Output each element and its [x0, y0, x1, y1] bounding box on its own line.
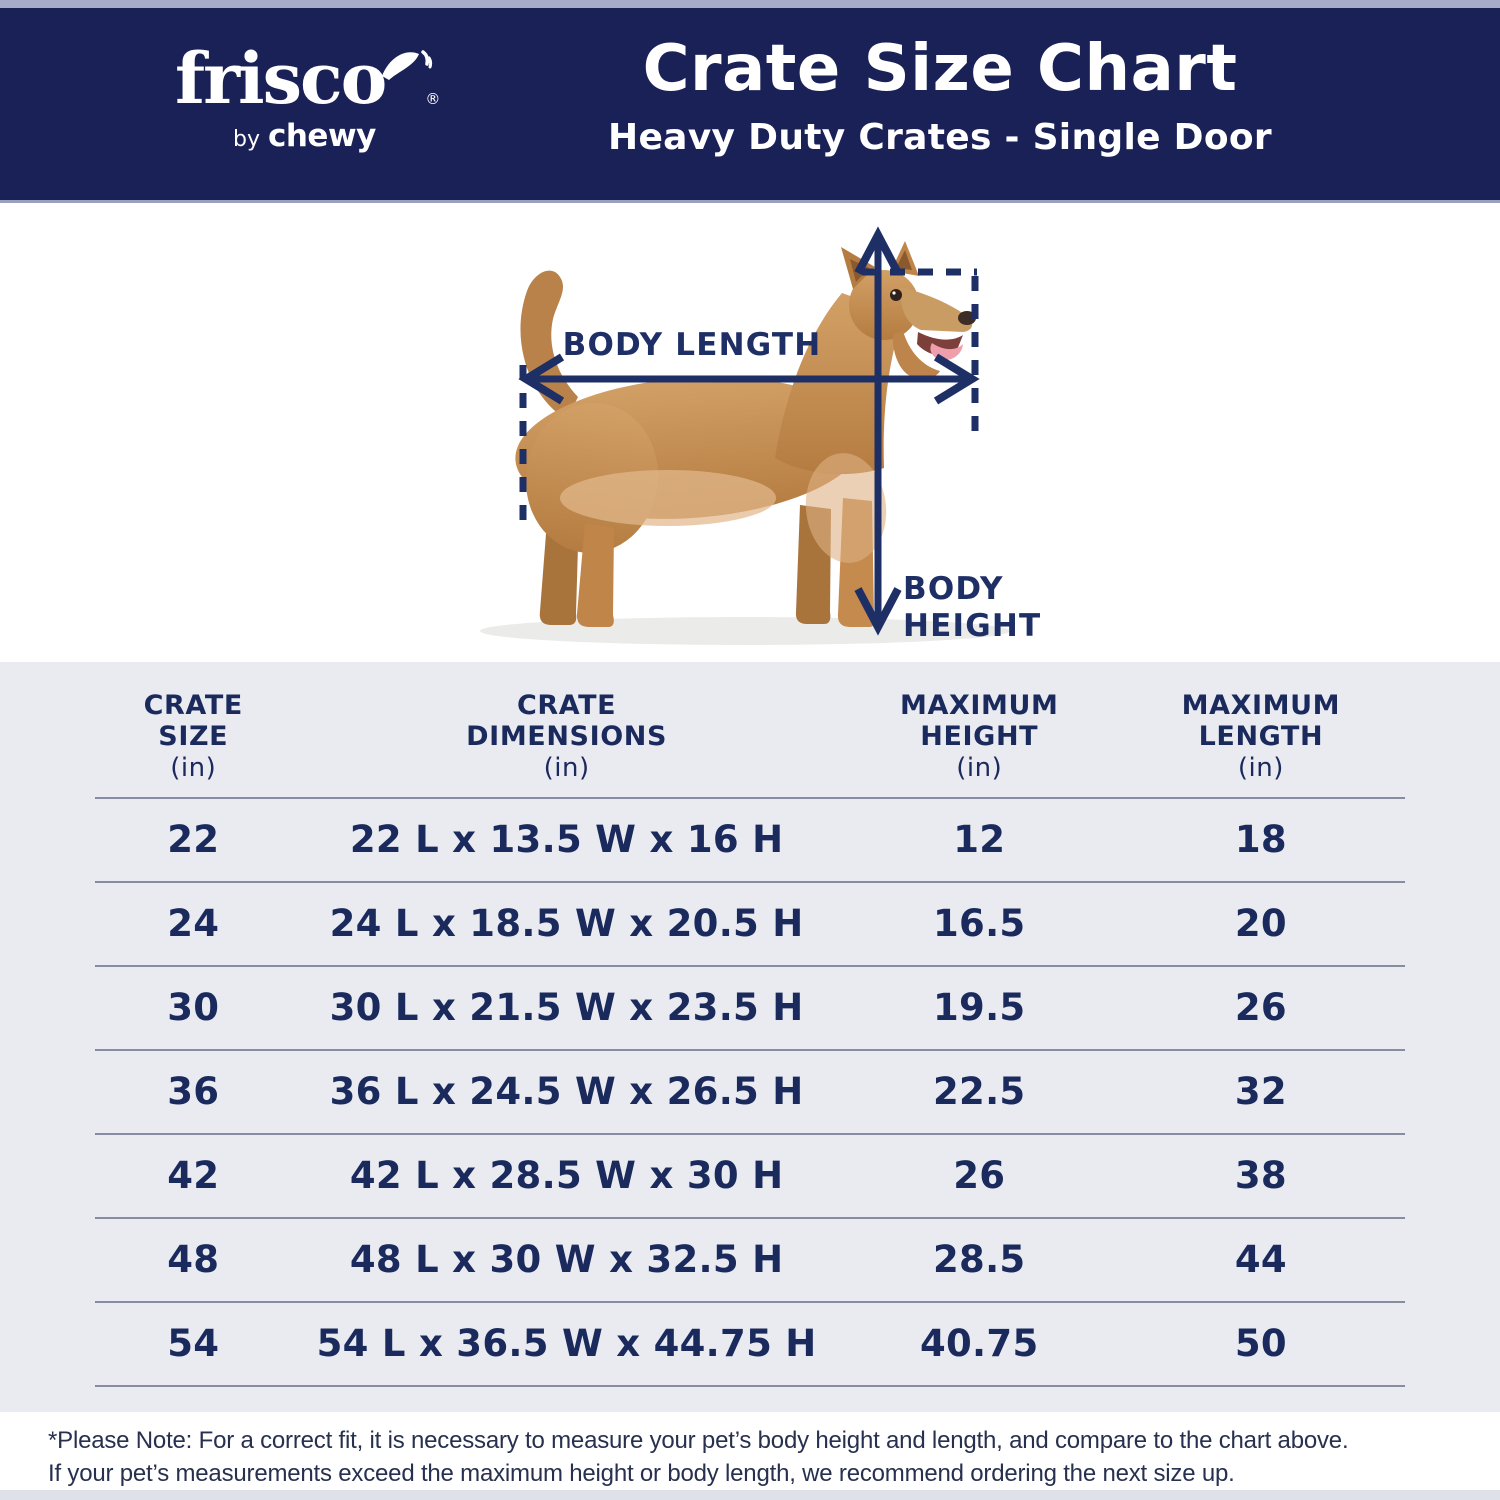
size-table: CRATE SIZE (in) CRATE DIMENSIONS (in) MA…	[0, 662, 1500, 1412]
logo-byline: by chewy	[175, 118, 440, 154]
footer-note: *Please Note: For a correct fit, it is n…	[0, 1412, 1500, 1490]
maximum-height-value: 28.5	[932, 1238, 1026, 1282]
maximum-length-value: 18	[1234, 818, 1287, 862]
body-height-label: BODY HEIGHT	[903, 571, 1041, 644]
body-length-label: BODY LENGTH	[562, 327, 822, 363]
table-row: 36 36 L x 24.5 W x 26.5 H 22.5 32	[95, 1051, 1405, 1135]
dog-eye-highlight	[892, 291, 896, 295]
crate-dimensions-value: 42 L x 28.5 W x 30 H	[349, 1154, 784, 1198]
maximum-height-value: 22.5	[932, 1070, 1026, 1114]
maximum-length-value: 50	[1234, 1322, 1287, 1366]
maximum-height-value: 40.75	[919, 1322, 1039, 1366]
table-row: 30 30 L x 21.5 W x 23.5 H 19.5 26	[95, 967, 1405, 1051]
maximum-height-value: 16.5	[932, 902, 1026, 946]
crate-dimensions-value: 22 L x 13.5 W x 16 H	[349, 818, 784, 862]
table-row: 22 22 L x 13.5 W x 16 H 12 18	[95, 799, 1405, 883]
maximum-length-value: 26	[1234, 986, 1287, 1030]
dog-near-hind-leg	[576, 523, 614, 627]
maximum-length-value: 32	[1234, 1070, 1287, 1114]
logo-tail-swoosh-icon	[382, 50, 433, 80]
frisco-logo-text: frisco	[175, 37, 387, 120]
maximum-height-value: 12	[953, 818, 1006, 862]
column-header-maximum-length: MAXIMUM LENGTH (in)	[1181, 690, 1341, 783]
crate-size-value: 24	[167, 902, 220, 946]
crate-dimensions-value: 54 L x 36.5 W x 44.75 H	[316, 1322, 817, 1366]
body-height-arrowhead-top	[854, 226, 902, 275]
top-border-strip	[0, 0, 1500, 8]
header-titles: Crate Size Chart Heavy Duty Crates - Sin…	[545, 8, 1335, 158]
table-row: 24 24 L x 18.5 W x 20.5 H 16.5 20	[95, 883, 1405, 967]
registered-mark: ®	[425, 90, 441, 108]
maximum-length-value: 38	[1234, 1154, 1287, 1198]
body-length-arrowhead-right	[933, 353, 980, 405]
crate-size-value: 54	[167, 1322, 220, 1366]
column-header-crate-size: CRATE SIZE (in)	[143, 690, 243, 783]
body-length-arrowhead-left	[518, 353, 565, 405]
crate-size-value: 30	[167, 986, 220, 1030]
byline-chewy: chewy	[267, 118, 376, 154]
dog-front-ear-inner	[896, 250, 912, 270]
page-title: Crate Size Chart	[642, 32, 1238, 106]
crate-size-value: 42	[167, 1154, 220, 1198]
dog-muzzle	[900, 287, 973, 332]
body-height-arrowhead-bottom	[854, 587, 902, 636]
dog-eye	[890, 289, 902, 301]
please-note-text: *Please Note: For a correct fit, it is n…	[0, 1412, 1500, 1490]
crate-dimensions-value: 30 L x 21.5 W x 23.5 H	[329, 986, 804, 1030]
frisco-logo: frisco ® by chewy	[175, 37, 441, 155]
dog-measurement-illustration	[480, 226, 1010, 645]
maximum-length-value: 20	[1234, 902, 1287, 946]
crate-size-value: 48	[167, 1238, 220, 1282]
page-subtitle: Heavy Duty Crates - Single Door	[608, 117, 1272, 159]
byline-by: by	[233, 127, 260, 152]
maximum-height-value: 26	[953, 1154, 1006, 1198]
table-row: 54 54 L x 36.5 W x 44.75 H 40.75 50	[95, 1303, 1405, 1387]
table-row: 42 42 L x 28.5 W x 30 H 26 38	[95, 1135, 1405, 1219]
column-header-crate-dimensions: CRATE DIMENSIONS (in)	[466, 690, 668, 783]
column-header-maximum-height: MAXIMUM HEIGHT (in)	[899, 690, 1059, 783]
bottom-border-strip	[0, 1490, 1500, 1500]
crate-dimensions-value: 48 L x 30 W x 32.5 H	[349, 1238, 784, 1282]
dog-belly-highlight	[560, 470, 776, 526]
dog-neck	[775, 293, 904, 475]
body-height-label-line2: HEIGHT	[903, 607, 1042, 644]
table-header-row: CRATE SIZE (in) CRATE DIMENSIONS (in) MA…	[95, 690, 1405, 799]
footer-note-line2: If your pet’s measurements exceed the ma…	[48, 1460, 1235, 1488]
footer-note-line1: *Please Note: For a correct fit, it is n…	[48, 1427, 1349, 1454]
crate-dimensions-value: 24 L x 18.5 W x 20.5 H	[329, 902, 804, 946]
table-row: 48 48 L x 30 W x 32.5 H 28.5 44	[95, 1219, 1405, 1303]
table-body: 22 22 L x 13.5 W x 16 H 12 18 24 24 L x …	[95, 799, 1405, 1387]
crate-size-value: 36	[167, 1070, 220, 1114]
header: frisco ® by chewy Crate Size Chart Heavy…	[0, 8, 1500, 203]
dog-chest-highlight	[805, 453, 887, 563]
dog-lower-jaw	[892, 331, 940, 380]
maximum-height-value: 19.5	[932, 986, 1026, 1030]
crate-size-value: 22	[167, 818, 220, 862]
measurement-diagram: BODY LENGTH BODY HEIGHT	[0, 203, 1500, 662]
maximum-length-value: 44	[1234, 1238, 1287, 1282]
body-height-label-line1: BODY	[903, 571, 1004, 607]
crate-dimensions-value: 36 L x 24.5 W x 26.5 H	[329, 1070, 804, 1114]
